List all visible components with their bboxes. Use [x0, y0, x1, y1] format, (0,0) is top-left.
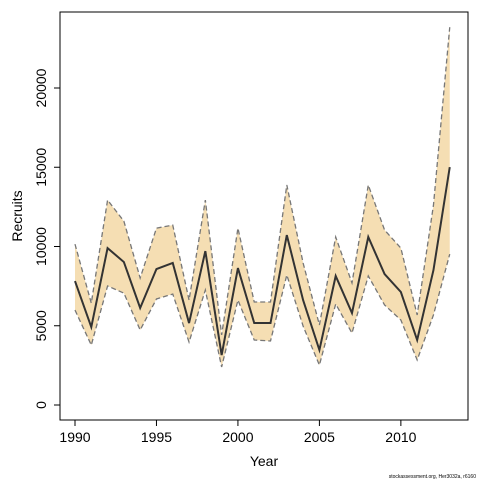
x-tick-label: 2005 — [304, 429, 335, 445]
y-tick-label: 20000 — [33, 68, 49, 107]
y-axis-label: Recruits — [9, 190, 25, 241]
x-tick-label: 2010 — [385, 429, 416, 445]
x-tick-label: 2000 — [222, 429, 253, 445]
x-axis-label: Year — [250, 453, 279, 469]
y-tick-label: 15000 — [33, 148, 49, 187]
plot-frame — [59, 11, 469, 421]
confidence-band — [74, 27, 450, 367]
x-tick-label: 1995 — [141, 429, 172, 445]
upper-bound-line — [74, 27, 451, 336]
x-tick-label: 1990 — [59, 429, 90, 445]
lower-bound-line — [74, 253, 451, 368]
y-tick-label: 10000 — [33, 227, 49, 266]
estimate-line — [74, 166, 451, 356]
y-tick-label: 5000 — [33, 310, 49, 341]
y-tick-label: 0 — [33, 401, 49, 409]
footnote: stockassessment.org, Her3032a, r6160 — [389, 474, 476, 480]
